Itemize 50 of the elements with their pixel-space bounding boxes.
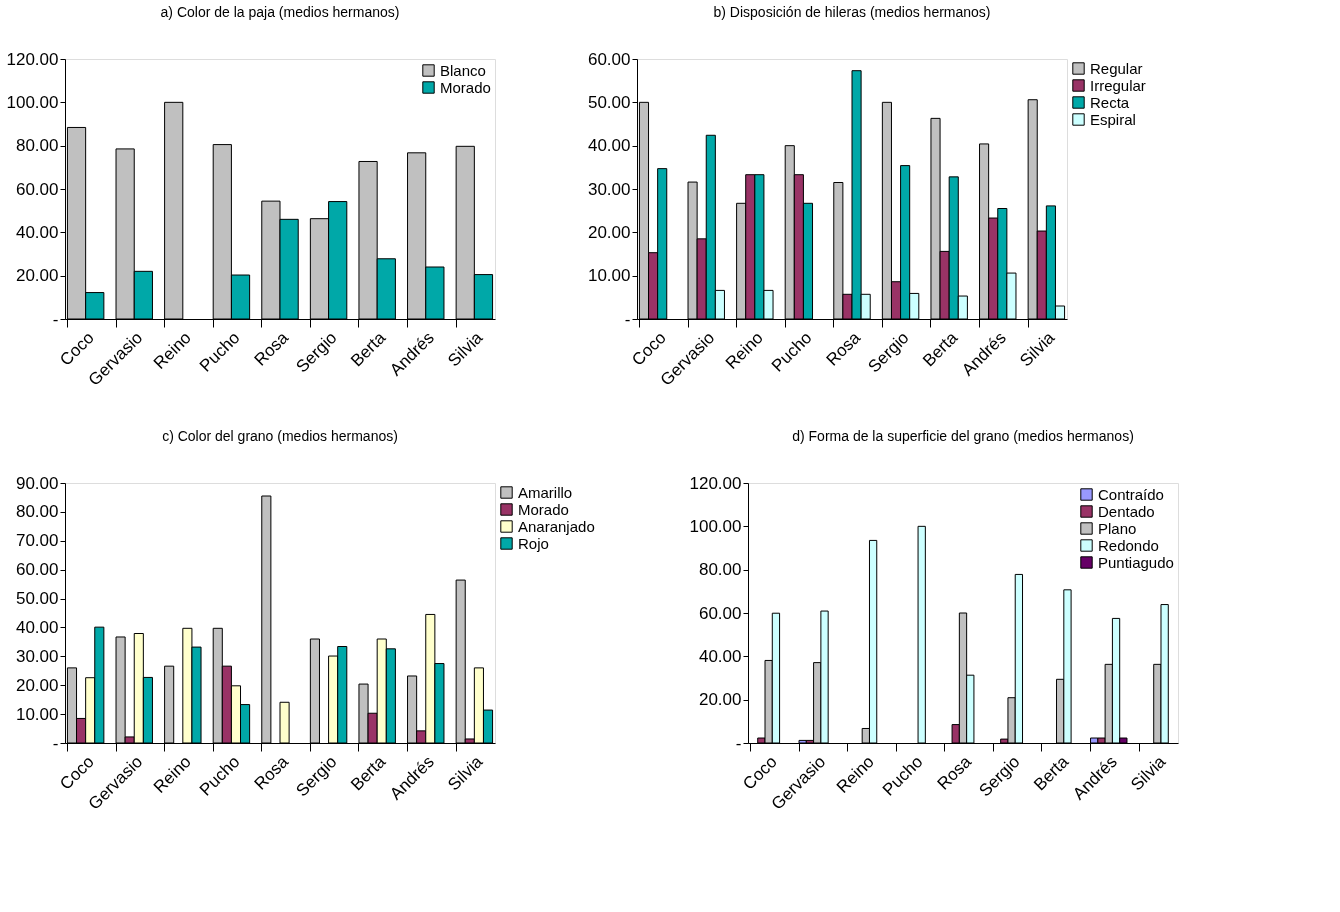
legend-label: Plano [1098,519,1137,537]
legend-label: Contraído [1098,485,1164,503]
y-tick-label: 120.00 [6,49,59,69]
legend-label: Morado [518,500,569,518]
y-tick-label: 40.00 [15,617,59,637]
legend-label: Recta [1090,93,1130,111]
y-tick-label: 10.00 [15,704,59,724]
y-tick-label: 40.00 [698,646,742,666]
legend-label: Irregular [1090,76,1146,94]
y-tick-label: 40.00 [587,136,631,156]
chart-title: c) Color del grano (medios hermanos) [162,428,398,444]
legend-label: Regular [1090,59,1143,77]
y-tick-label: - [624,309,631,329]
y-tick-label: 70.00 [15,531,59,551]
legend-label: Anaranjado [518,517,595,535]
y-tick-label: 30.00 [15,646,59,666]
chart-title: b) Disposición de hileras (medios hermanos) [713,4,991,20]
y-tick-label: 80.00 [15,502,59,522]
y-tick-label: 50.00 [15,589,59,609]
legend-label: Amarillo [518,483,573,501]
legend-label: Dentado [1098,502,1155,520]
y-tick-label: 60.00 [15,179,59,199]
y-tick-label: 20.00 [587,222,631,242]
y-tick-label: - [735,733,742,753]
y-tick-label: 60.00 [698,603,742,623]
legend-label: Morado [440,78,491,96]
y-tick-label: 30.00 [587,179,631,199]
y-tick-label: 20.00 [15,675,59,695]
legend-label: Rojo [518,534,549,552]
y-tick-label: 20.00 [15,266,59,286]
y-tick-label: 60.00 [15,560,59,580]
y-tick-label: 50.00 [587,92,631,112]
legend-label: Blanco [440,61,486,79]
legend-label: Espiral [1090,110,1136,128]
y-tick-label: 90.00 [15,473,59,493]
y-tick-label: 100.00 [689,516,742,536]
y-tick-label: 60.00 [587,49,631,69]
y-tick-label: 40.00 [15,222,59,242]
chart-title: d) Forma de la superficie del grano (medios hermanos) [792,428,1134,444]
legend-label: Redondo [1098,536,1159,554]
y-tick-label: 10.00 [587,266,631,286]
y-tick-label: 80.00 [698,560,742,580]
y-tick-label: 120.00 [689,473,742,493]
y-tick-label: - [52,733,59,753]
y-tick-label: 80.00 [15,136,59,156]
y-tick-label: - [52,309,59,329]
y-tick-label: 100.00 [6,92,59,112]
legend-label: Puntiagudo [1098,553,1174,571]
chart-title: a) Color de la paja (medios hermanos) [160,4,400,20]
y-tick-label: 20.00 [698,690,742,710]
